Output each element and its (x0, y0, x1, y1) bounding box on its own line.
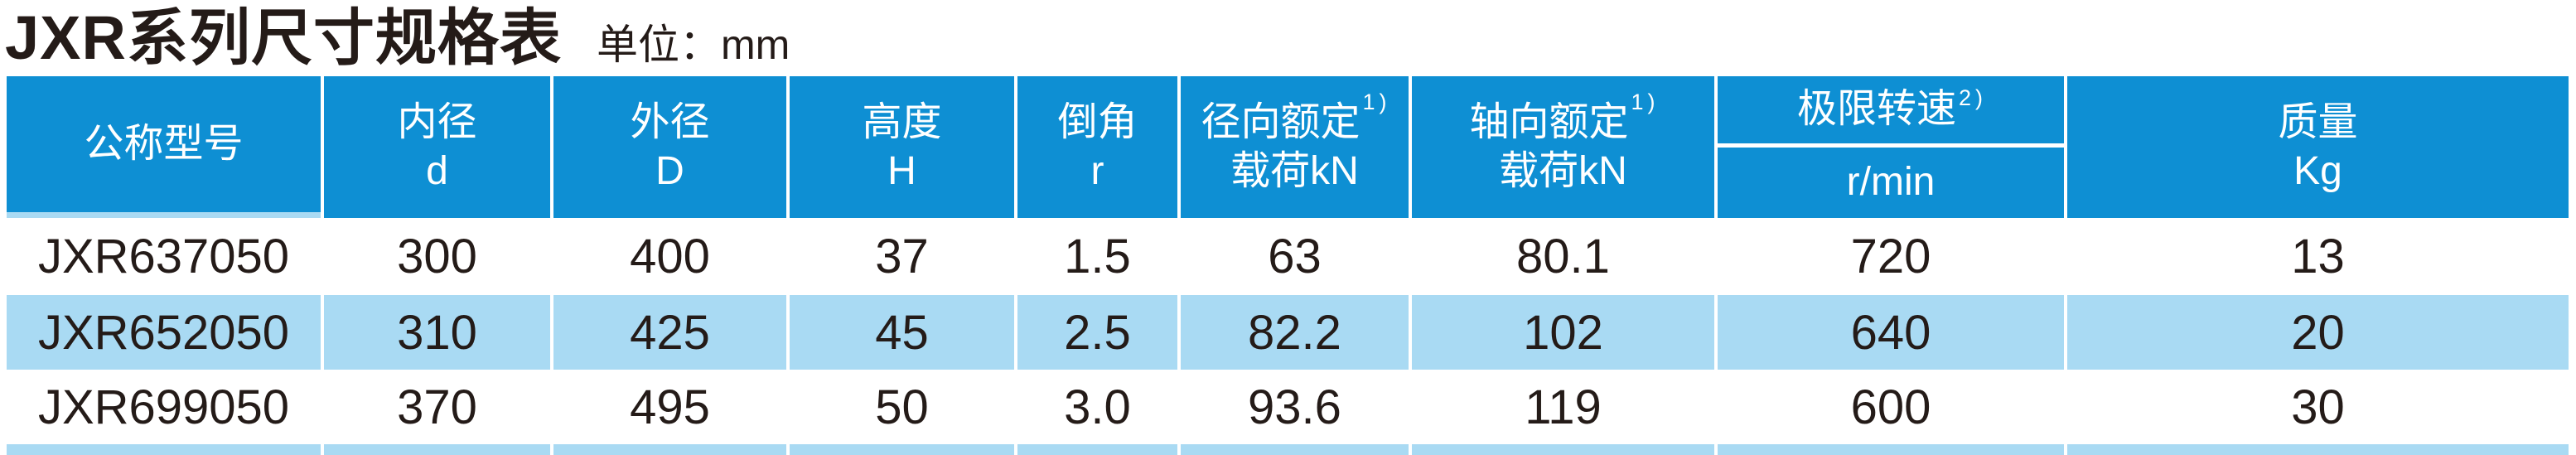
cell-height: 37 (790, 218, 1014, 295)
cell-height: 45 (790, 295, 1014, 370)
footnote-marker: 1) (1631, 89, 1660, 114)
cell-chamfer (1017, 444, 1177, 455)
page-title: JXR系列尺寸规格表 (5, 3, 562, 72)
header-symbol: r (1090, 148, 1104, 193)
limit-speed-unit: r/min (1846, 159, 1936, 204)
header-cell-model: 公称型号 (7, 76, 321, 218)
footnote-marker: 1) (1362, 89, 1391, 114)
header-cell-radial-load: 径向额定 1) 载荷kN (1181, 76, 1409, 218)
cell-mass (2067, 444, 2569, 455)
header-label: 外径 (630, 99, 710, 144)
header-label: 高度 (862, 99, 942, 144)
cell-chamfer: 1.5 (1017, 218, 1177, 295)
cell-axial-load: 102 (1412, 295, 1714, 370)
cell-limit-speed (1718, 444, 2064, 455)
limit-speed-label: 极限转速 2) (1718, 76, 2064, 148)
cell-limit-speed: 640 (1718, 295, 2064, 370)
cell-outer: 400 (553, 218, 786, 295)
cell-height (790, 444, 1014, 455)
cell-bore: 370 (324, 370, 550, 444)
cell-model (7, 444, 321, 455)
header-symbol: d (426, 148, 448, 193)
table-header-row: 公称型号 内径 d 外径 D 高度 H 倒角 r 径向额定 1) 载荷kN (7, 76, 2569, 218)
cell-model: JXR699050 (7, 370, 321, 444)
header-label: 内径 (397, 99, 477, 144)
header-cell-chamfer: 倒角 r (1017, 76, 1177, 218)
spec-table: 公称型号 内径 d 外径 D 高度 H 倒角 r 径向额定 1) 载荷kN (7, 76, 2569, 455)
header-label: 轴向额定 (1469, 99, 1629, 144)
title-bar: JXR系列尺寸规格表 单位：mm (0, 0, 2576, 76)
cell-limit-speed: 720 (1718, 218, 2064, 295)
cell-outer (553, 444, 786, 455)
header-label: 极限转速 (1796, 86, 1956, 131)
cell-mass: 30 (2067, 370, 2569, 444)
cell-radial-load (1181, 444, 1409, 455)
header-label: 倒角 (1057, 99, 1138, 144)
cell-limit-speed: 600 (1718, 370, 2064, 444)
cell-radial-load: 63 (1181, 218, 1409, 295)
cell-mass: 20 (2067, 295, 2569, 370)
cell-axial-load (1412, 444, 1714, 455)
header-cell-limit-speed: 极限转速 2) r/min (1718, 76, 2064, 218)
table-row: JXR637050 300 400 37 1.5 63 80.1 720 13 (7, 218, 2569, 295)
table-row: JXR699050 370 495 50 3.0 93.6 119 600 30 (7, 370, 2569, 444)
header-unit: Kg (2293, 148, 2342, 193)
header-cell-axial-load: 轴向额定 1) 载荷kN (1412, 76, 1714, 218)
cell-axial-load: 80.1 (1412, 218, 1714, 295)
header-symbol: D (655, 148, 684, 193)
table-row: JXR652050 310 425 45 2.5 82.2 102 640 20 (7, 295, 2569, 370)
cell-mass: 13 (2067, 218, 2569, 295)
unit-label: 单位：mm (596, 22, 790, 68)
cell-axial-load: 119 (1412, 370, 1714, 444)
header-cell-mass: 质量 Kg (2067, 76, 2569, 218)
cell-bore: 310 (324, 295, 550, 370)
cell-outer: 495 (553, 370, 786, 444)
cell-bore (324, 444, 550, 455)
header-cell-bore: 内径 d (324, 76, 550, 218)
header-label: 公称型号 (84, 121, 244, 166)
cell-model: JXR652050 (7, 295, 321, 370)
cell-height: 50 (790, 370, 1014, 444)
header-label: 质量 (2278, 99, 2358, 144)
cell-bore: 300 (324, 218, 550, 295)
cell-radial-load: 93.6 (1181, 370, 1409, 444)
cell-chamfer: 3.0 (1017, 370, 1177, 444)
header-symbol: H (887, 148, 916, 193)
table-row-partial (7, 444, 2569, 455)
header-cell-height: 高度 H (790, 76, 1014, 218)
header-unit: 载荷kN (1499, 148, 1627, 193)
header-unit: 载荷kN (1230, 148, 1359, 193)
cell-model: JXR637050 (7, 218, 321, 295)
cell-outer: 425 (553, 295, 786, 370)
cell-radial-load: 82.2 (1181, 295, 1409, 370)
header-cell-outer: 外径 D (553, 76, 786, 218)
header-label: 径向额定 (1201, 99, 1360, 144)
cell-chamfer: 2.5 (1017, 295, 1177, 370)
